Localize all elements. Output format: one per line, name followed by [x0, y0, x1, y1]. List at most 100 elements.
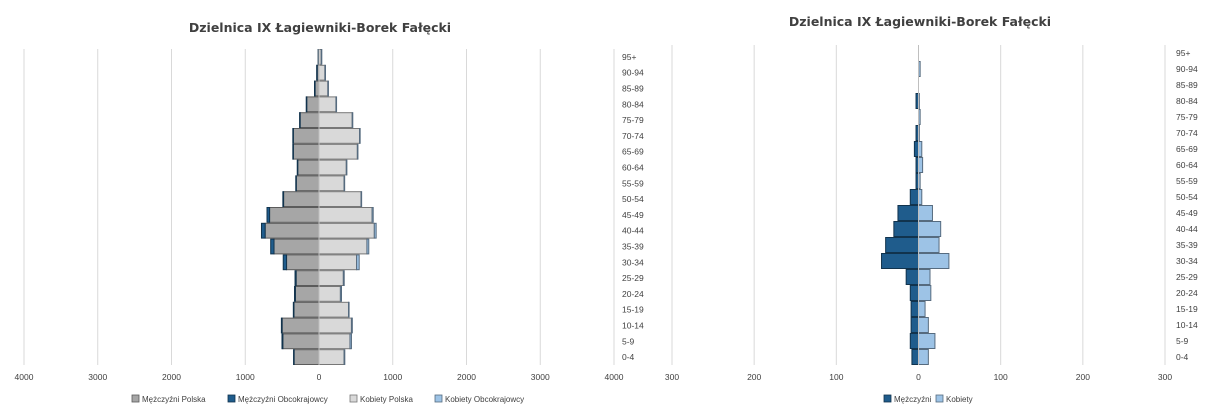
x-tick-label: 4000	[15, 372, 34, 382]
bar	[295, 175, 297, 192]
category-label: 40-44	[622, 226, 644, 236]
bar	[318, 175, 345, 192]
category-label: 0-4	[622, 352, 635, 362]
bar	[318, 222, 375, 239]
category-label: 50-54	[1176, 192, 1198, 202]
bar	[314, 80, 316, 97]
category-label: 90-94	[1176, 64, 1198, 74]
category-label: 65-69	[622, 147, 644, 157]
legend-swatch	[883, 394, 892, 403]
bar	[918, 269, 931, 285]
bar	[897, 205, 919, 221]
legend-swatch	[434, 394, 443, 403]
category-label: 70-74	[1176, 128, 1198, 138]
bar	[324, 64, 326, 81]
legend-label: Kobiety	[946, 395, 973, 404]
x-tick-label: 200	[747, 372, 761, 382]
bar	[299, 112, 320, 128]
category-label: 95+	[1176, 48, 1190, 58]
category-label: 25-29	[1176, 272, 1198, 282]
x-tick-label: 1000	[236, 372, 255, 382]
bar	[318, 254, 358, 271]
bar	[318, 96, 337, 113]
bar	[318, 80, 329, 97]
bar	[292, 143, 320, 160]
bar	[918, 157, 924, 173]
bar	[373, 222, 377, 239]
category-label: 60-64	[1176, 160, 1198, 170]
bar	[318, 286, 341, 302]
bar	[318, 270, 344, 287]
bar	[343, 349, 346, 366]
bar	[359, 128, 361, 144]
legend-label: Kobiety Polska	[360, 395, 413, 404]
bar	[260, 222, 266, 239]
bar	[918, 205, 933, 221]
bar	[918, 285, 932, 301]
bar	[297, 159, 320, 176]
bar	[909, 333, 919, 349]
category-label: 70-74	[622, 131, 644, 141]
bar	[292, 301, 295, 318]
bar	[294, 270, 297, 287]
bar	[318, 238, 368, 255]
category-label: 85-89	[622, 84, 644, 94]
bar	[293, 349, 295, 366]
bar	[318, 64, 326, 81]
category-label: 15-19	[1176, 304, 1198, 314]
category-label: 75-79	[1176, 112, 1198, 122]
legend-swatch	[131, 394, 140, 403]
chart-1-title: Dzielnica IX Łagiewniki-Borek Fałęcki	[189, 20, 451, 35]
category-label: 55-59	[622, 178, 644, 188]
bar	[335, 96, 338, 113]
bar	[264, 222, 320, 239]
bar	[305, 96, 308, 113]
category-label: 80-84	[1176, 96, 1198, 106]
bar	[348, 301, 350, 318]
bar	[345, 159, 348, 176]
x-tick-label: 0	[916, 372, 921, 382]
bar	[356, 254, 360, 271]
x-tick-label: 1000	[383, 372, 402, 382]
category-label: 90-94	[622, 68, 644, 78]
bar	[327, 80, 329, 97]
bar	[294, 286, 320, 302]
bar	[292, 128, 320, 144]
bar	[318, 317, 352, 334]
legend-label: Kobiety Obcokrajowcy	[445, 395, 524, 404]
x-tick-label: 300	[1158, 372, 1172, 382]
bar	[318, 112, 353, 128]
category-label: 30-34	[1176, 256, 1198, 266]
bar	[918, 221, 942, 237]
category-label: 10-14	[622, 321, 644, 331]
bar	[269, 207, 320, 223]
bar	[881, 253, 920, 269]
bar	[343, 175, 346, 192]
bar	[905, 269, 919, 285]
bar	[318, 333, 351, 350]
category-label: 40-44	[1176, 224, 1198, 234]
bar	[318, 207, 373, 223]
category-label: 95+	[622, 52, 636, 62]
bar	[366, 238, 370, 255]
bar	[282, 333, 320, 350]
bar	[292, 143, 294, 160]
x-tick-label: 0	[317, 372, 322, 382]
bar	[295, 270, 320, 287]
bar	[909, 189, 919, 205]
category-label: 20-24	[622, 289, 644, 299]
bar	[282, 191, 285, 207]
category-label: 45-49	[1176, 208, 1198, 218]
bar	[918, 317, 929, 333]
bar	[318, 128, 361, 144]
bar	[339, 286, 342, 302]
category-label: 75-79	[622, 115, 644, 125]
bar	[283, 191, 320, 207]
bar	[286, 254, 320, 271]
bar	[910, 317, 919, 333]
bar	[282, 254, 288, 271]
bar	[885, 237, 920, 253]
chart-1: Dzielnica IX Łagiewniki-Borek Fałęcki 40…	[15, 20, 644, 404]
x-tick-label: 300	[665, 372, 679, 382]
